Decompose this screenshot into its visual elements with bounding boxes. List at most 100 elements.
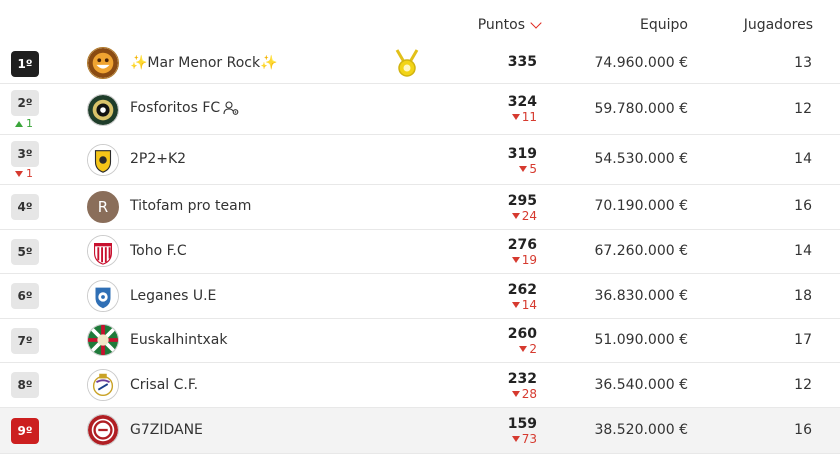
table-row[interactable]: 9º G7ZIDANE 159 73 38.520.000 € 16 <box>0 408 840 454</box>
position-change: 1 <box>15 117 33 130</box>
table-row[interactable]: 2º 1 Fosforitos FC 324 11 59.780.000 € 1… <box>0 84 840 135</box>
table-row[interactable]: 5º Toho F.C 276 19 67.260.000 € 14 <box>0 230 840 274</box>
players-count: 14 <box>794 151 812 167</box>
avatar <box>87 235 119 267</box>
points-value: 335 <box>507 54 537 70</box>
points-delta: 19 <box>508 253 537 267</box>
points-cell: 319 5 <box>508 146 537 176</box>
players-count: 16 <box>794 198 812 214</box>
position-badge: 5º <box>11 239 39 265</box>
players-count: 14 <box>794 243 812 259</box>
table-row[interactable]: 3º 1 2P2+K2 319 5 54.530.000 € 14 <box>0 135 840 185</box>
points-header-label: Puntos <box>477 17 525 33</box>
points-delta: 2 <box>508 342 537 356</box>
team-value-header[interactable]: Equipo <box>640 17 688 33</box>
arrow-down-icon <box>519 166 528 172</box>
points-cell: 232 28 <box>508 371 537 401</box>
chevron-down-icon <box>530 16 542 29</box>
team-value: 70.190.000 € <box>594 198 688 214</box>
arrow-down-icon <box>511 302 520 308</box>
team-name[interactable]: G7ZIDANE <box>130 422 203 438</box>
table-row[interactable]: 1º ✨Mar Menor Rock✨ 335 74.960.000 € 13 <box>0 44 840 84</box>
arrow-down-icon <box>511 436 520 442</box>
players-count: 12 <box>794 101 812 117</box>
points-delta: 73 <box>508 432 537 446</box>
team-name-wrapper[interactable]: Fosforitos FC <box>130 100 240 116</box>
players-count: 16 <box>794 422 812 438</box>
avatar: R <box>87 191 119 223</box>
position-badge: 2º <box>11 90 39 116</box>
team-value: 74.960.000 € <box>594 55 688 71</box>
team-value: 51.090.000 € <box>594 332 688 348</box>
arrow-down-icon <box>519 346 528 352</box>
table-row[interactable]: 7º Euskalhintxak 260 2 51.090.000 € 17 <box>0 319 840 363</box>
points-cell: 335 <box>508 54 537 70</box>
team-name[interactable]: Leganes U.E <box>130 288 217 304</box>
position-badge: 6º <box>11 283 39 309</box>
arrow-down-icon <box>511 257 520 263</box>
team-value: 38.520.000 € <box>594 422 688 438</box>
points-delta: 24 <box>508 209 537 223</box>
points-delta-value: 11 <box>521 110 537 124</box>
arrow-up-icon <box>15 120 23 127</box>
players-header[interactable]: Jugadores <box>743 17 813 33</box>
team-name[interactable]: ✨Mar Menor Rock✨ <box>130 55 278 71</box>
arrow-down-icon <box>511 391 520 397</box>
avatar <box>87 280 119 312</box>
points-value: 262 <box>507 282 537 298</box>
points-cell: 260 2 <box>508 326 537 356</box>
points-delta-value: 5 <box>529 162 537 176</box>
points-value: 295 <box>507 193 537 209</box>
points-value: 319 <box>507 146 537 162</box>
points-delta-value: 28 <box>521 387 537 401</box>
table-row[interactable]: 6º Leganes U.E 262 14 36.830.000 € 18 <box>0 274 840 319</box>
players-count: 12 <box>794 377 812 393</box>
position-badge: 9º <box>11 418 39 444</box>
points-delta-value: 24 <box>521 209 537 223</box>
players-count: 18 <box>794 288 812 304</box>
avatar <box>87 369 119 401</box>
avatar <box>87 414 119 446</box>
position-change: 1 <box>15 167 33 180</box>
avatar <box>87 47 119 79</box>
team-value: 54.530.000 € <box>594 151 688 167</box>
points-cell: 159 73 <box>508 416 537 446</box>
points-cell: 295 24 <box>508 193 537 223</box>
points-delta-value: 19 <box>521 253 537 267</box>
table-header: Puntos Equipo Jugadores <box>0 0 840 44</box>
points-value: 324 <box>507 94 537 110</box>
avatar <box>87 144 119 176</box>
team-value: 36.540.000 € <box>594 377 688 393</box>
position-change-value: 1 <box>26 167 33 180</box>
medal-icon <box>394 48 420 78</box>
points-value: 232 <box>507 371 537 387</box>
team-name: Fosforitos FC <box>130 100 221 116</box>
position-badge: 7º <box>11 328 39 354</box>
points-cell: 276 19 <box>508 237 537 267</box>
avatar <box>87 324 119 356</box>
gear-people-icon <box>223 101 239 115</box>
team-name[interactable]: Toho F.C <box>130 243 187 259</box>
points-delta: 14 <box>508 298 537 312</box>
team-name[interactable]: Euskalhintxak <box>130 332 228 348</box>
table-row[interactable]: 4º R Titofam pro team 295 24 70.190.000 … <box>0 185 840 230</box>
points-delta: 5 <box>508 162 537 176</box>
points-delta: 11 <box>508 110 537 124</box>
position-change-value: 1 <box>26 117 33 130</box>
team-value: 36.830.000 € <box>594 288 688 304</box>
arrow-down-icon <box>511 114 520 120</box>
table-row[interactable]: 8º Crisal C.F. 232 28 36.540.000 € 12 <box>0 363 840 408</box>
points-cell: 324 11 <box>508 94 537 124</box>
position-badge: 8º <box>11 372 39 398</box>
team-name[interactable]: Titofam pro team <box>130 198 252 214</box>
team-value: 67.260.000 € <box>594 243 688 259</box>
team-name[interactable]: Crisal C.F. <box>130 377 199 393</box>
arrow-down-icon <box>15 170 23 177</box>
team-name[interactable]: 2P2+K2 <box>130 151 187 167</box>
position-badge: 4º <box>11 194 39 220</box>
points-delta-value: 73 <box>521 432 537 446</box>
points-delta: 28 <box>508 387 537 401</box>
points-delta-value: 14 <box>521 298 537 312</box>
points-value: 276 <box>507 237 537 253</box>
sort-by-points-header[interactable]: Puntos <box>477 16 542 33</box>
